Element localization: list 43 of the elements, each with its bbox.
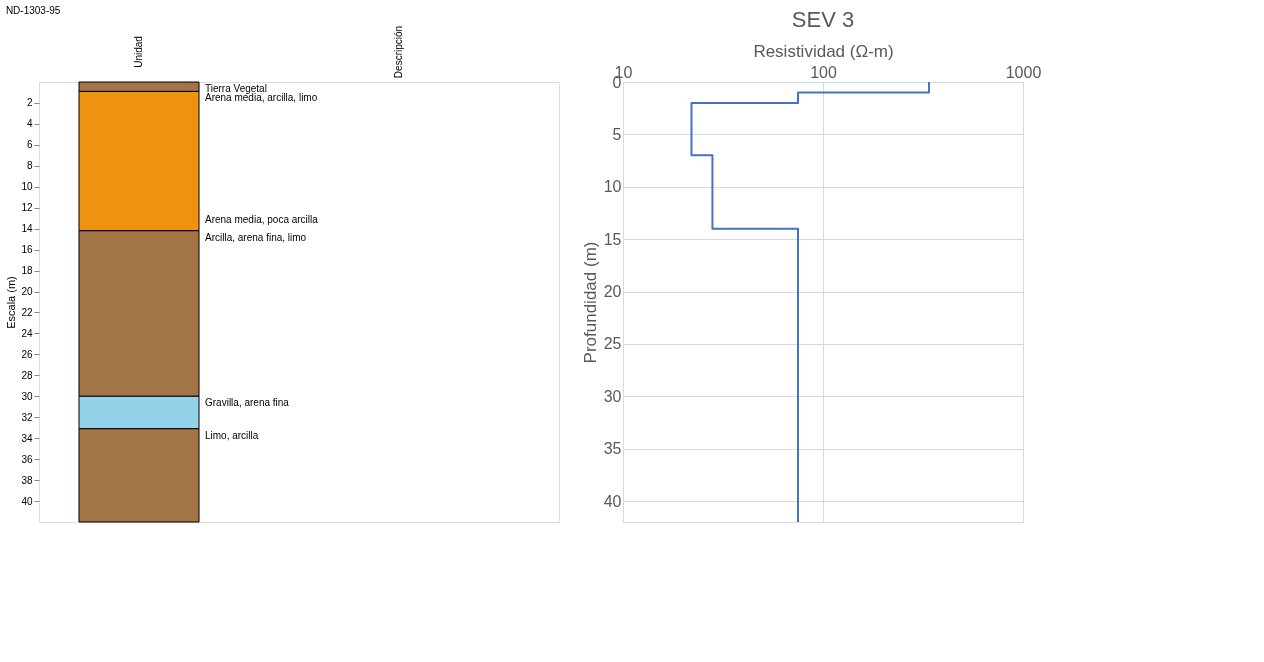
series-label: Arcilla, arena fina, limo [205, 231, 307, 243]
y-tick-label: 2 [26, 97, 33, 109]
y-tick-label: 22 [21, 306, 33, 318]
series-label: Tierra Vegetal [205, 83, 267, 94]
series-label: Arena media, arcilla, limo [205, 92, 318, 104]
text: Unidad [133, 36, 144, 68]
y-tick-label: 34 [21, 432, 33, 444]
y-tick-label: 14 [21, 223, 33, 235]
x-tick-label: 100 [810, 63, 837, 81]
y-tick-label: 10 [21, 181, 33, 193]
y-tick-label: 36 [21, 453, 33, 465]
y-tick-label: 26 [21, 348, 33, 360]
y-tick-label: 40 [603, 492, 622, 510]
y-tick-label: 30 [21, 390, 33, 402]
y-tick-label: 28 [21, 369, 33, 381]
y-axis-title: Escala (m) [5, 276, 18, 329]
x-tick-label: 1000 [1005, 63, 1042, 81]
y-tick-label: 12 [21, 202, 33, 214]
y-tick-label: 4 [26, 118, 33, 130]
series-label: Limo, arcilla [205, 429, 259, 441]
y-tick-label: 8 [26, 160, 33, 172]
y-tick-label: 38 [21, 474, 33, 486]
y-tick-label: 35 [603, 440, 622, 458]
x-axis-title: Resistividad (Ω-m) [753, 41, 894, 61]
y-tick-label: 40 [21, 495, 33, 507]
y-tick-label: 18 [21, 265, 33, 277]
y-tick-label: 25 [603, 335, 622, 353]
y-axis-title: Profundidad (m) [580, 241, 600, 364]
y-tick-label: 6 [26, 139, 33, 151]
y-tick-label: 20 [21, 286, 33, 298]
y-tick-label: 15 [603, 230, 622, 248]
series-label: Gravilla, arena fina [205, 397, 290, 409]
y-tick-label: 32 [21, 411, 33, 423]
y-tick-label: 30 [603, 387, 622, 405]
chart-title: ND-1303-95 [5, 4, 61, 16]
y-tick-label: 5 [612, 125, 622, 143]
y-tick-label: 20 [603, 283, 622, 301]
text: Descripción [393, 25, 404, 79]
y-tick-label: 16 [21, 244, 33, 256]
y-tick-label: 10 [603, 178, 622, 196]
y-tick-label: 24 [21, 327, 33, 339]
text: Arena media, poca arcilla [205, 213, 319, 225]
chart-title: SEV 3 [791, 7, 855, 32]
